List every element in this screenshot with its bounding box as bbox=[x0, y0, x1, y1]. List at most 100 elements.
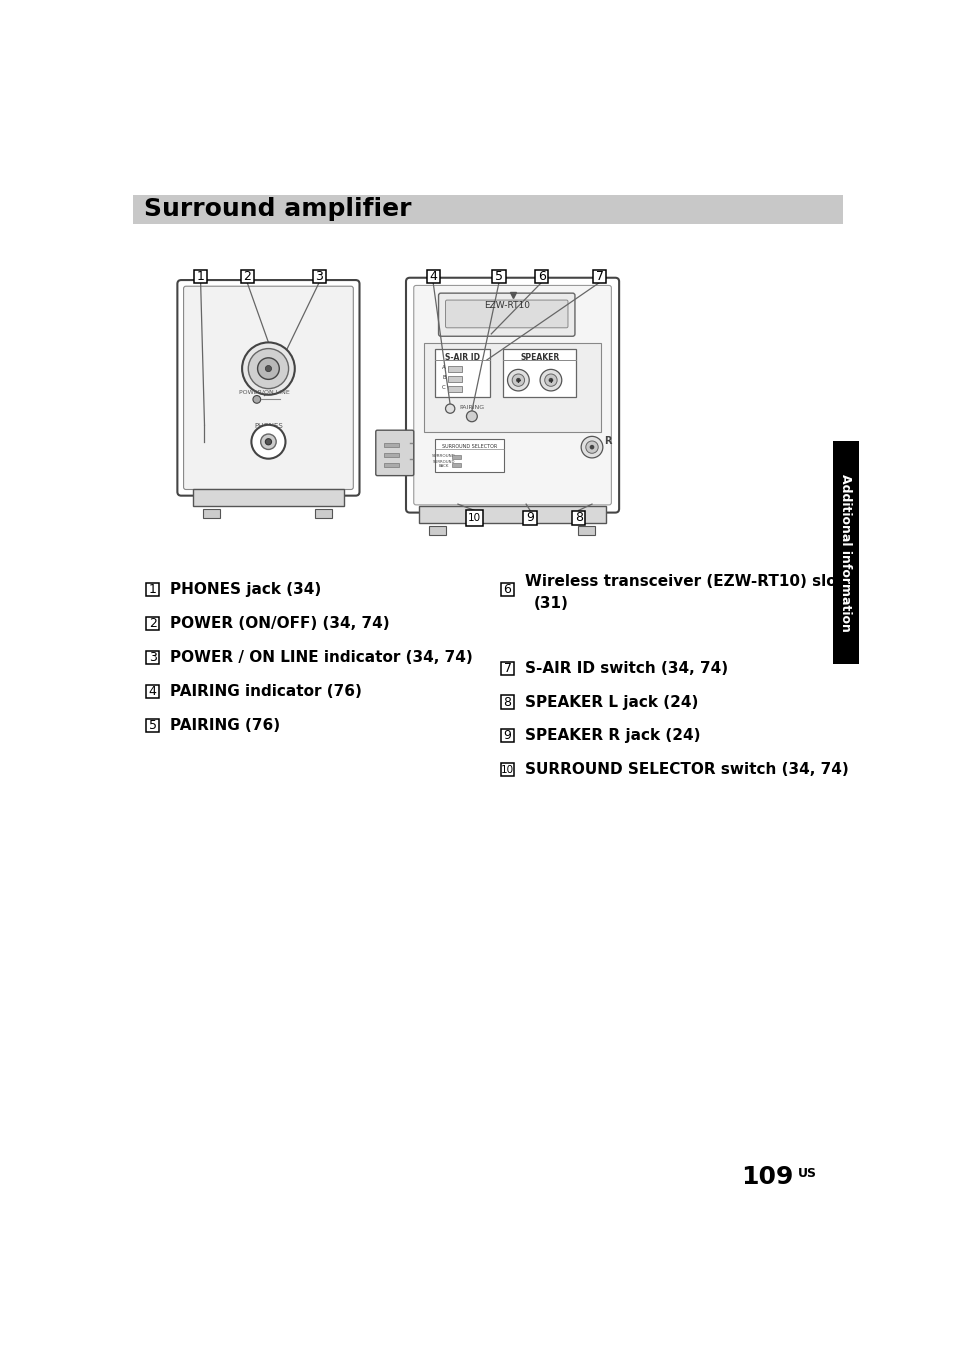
Circle shape bbox=[265, 365, 272, 372]
Text: POWER: POWER bbox=[255, 349, 281, 354]
Text: SPEAKER: SPEAKER bbox=[519, 353, 558, 361]
Text: PHONES: PHONES bbox=[253, 423, 282, 430]
Bar bbox=[313, 269, 325, 283]
Bar bbox=[203, 508, 220, 518]
Text: SURROUND: SURROUND bbox=[432, 454, 456, 458]
Text: 5: 5 bbox=[149, 719, 156, 731]
Bar bbox=[500, 661, 514, 675]
Text: PAIRING: PAIRING bbox=[458, 404, 484, 410]
Circle shape bbox=[242, 342, 294, 395]
Text: SPEAKER R jack (24): SPEAKER R jack (24) bbox=[524, 729, 700, 744]
Bar bbox=[146, 718, 159, 731]
Text: (31): (31) bbox=[534, 596, 568, 611]
Bar bbox=[418, 507, 605, 523]
Text: SURROUND SELECTOR: SURROUND SELECTOR bbox=[441, 443, 497, 449]
Circle shape bbox=[252, 425, 285, 458]
Text: PAIRING (76): PAIRING (76) bbox=[170, 718, 279, 733]
Text: R: R bbox=[603, 435, 611, 446]
Bar bbox=[426, 269, 439, 283]
Text: 7: 7 bbox=[595, 269, 603, 283]
Text: 3: 3 bbox=[314, 269, 323, 283]
Bar bbox=[572, 511, 585, 525]
Text: 109: 109 bbox=[740, 1165, 793, 1190]
Bar bbox=[502, 349, 576, 397]
Text: SURROUND
BACK: SURROUND BACK bbox=[433, 460, 455, 468]
Circle shape bbox=[512, 375, 524, 387]
Text: US: US bbox=[798, 1167, 817, 1180]
Text: POWER/ON LINE: POWER/ON LINE bbox=[239, 389, 290, 395]
FancyBboxPatch shape bbox=[414, 285, 611, 504]
Text: 9: 9 bbox=[503, 729, 511, 742]
FancyBboxPatch shape bbox=[375, 430, 414, 476]
Bar bbox=[447, 387, 461, 392]
Bar bbox=[146, 650, 159, 664]
Circle shape bbox=[265, 438, 272, 445]
Bar bbox=[593, 269, 606, 283]
Circle shape bbox=[548, 377, 553, 383]
Text: 4: 4 bbox=[149, 684, 156, 698]
Circle shape bbox=[539, 369, 561, 391]
Text: 10: 10 bbox=[500, 765, 514, 775]
Text: SPEAKER L jack (24): SPEAKER L jack (24) bbox=[524, 695, 698, 710]
Text: Surround amplifier: Surround amplifier bbox=[144, 197, 411, 222]
FancyBboxPatch shape bbox=[183, 287, 353, 489]
Bar bbox=[492, 269, 505, 283]
Circle shape bbox=[585, 441, 598, 453]
Bar bbox=[500, 729, 514, 742]
Bar bbox=[578, 526, 595, 535]
Text: Additional information: Additional information bbox=[838, 473, 851, 631]
Text: Wireless transceiver (EZW-RT10) slot: Wireless transceiver (EZW-RT10) slot bbox=[524, 575, 842, 589]
Text: POWER / ON LINE indicator (34, 74): POWER / ON LINE indicator (34, 74) bbox=[170, 650, 472, 665]
Text: 1: 1 bbox=[196, 269, 204, 283]
Bar bbox=[500, 764, 514, 776]
Circle shape bbox=[507, 369, 529, 391]
FancyBboxPatch shape bbox=[445, 300, 567, 327]
Bar bbox=[447, 376, 461, 383]
FancyBboxPatch shape bbox=[406, 277, 618, 512]
Circle shape bbox=[544, 375, 557, 387]
Text: S-AIR ID: S-AIR ID bbox=[445, 353, 479, 361]
Text: 2: 2 bbox=[243, 269, 251, 283]
Bar bbox=[146, 583, 159, 596]
Circle shape bbox=[445, 404, 455, 414]
Bar bbox=[383, 453, 398, 457]
Text: 6: 6 bbox=[537, 269, 545, 283]
Text: A: A bbox=[441, 365, 445, 370]
Text: 1: 1 bbox=[149, 583, 156, 596]
FancyBboxPatch shape bbox=[438, 293, 575, 337]
FancyBboxPatch shape bbox=[177, 280, 359, 496]
Bar bbox=[133, 195, 842, 224]
Circle shape bbox=[580, 437, 602, 458]
Bar bbox=[523, 511, 536, 525]
Text: SURROUND SELECTOR switch (34, 74): SURROUND SELECTOR switch (34, 74) bbox=[524, 763, 847, 777]
Text: PAIRING indicator (76): PAIRING indicator (76) bbox=[170, 684, 361, 699]
Bar bbox=[452, 462, 460, 468]
Bar bbox=[435, 349, 490, 397]
Bar bbox=[383, 462, 398, 468]
Bar bbox=[193, 489, 344, 507]
Text: POWER (ON/OFF) (34, 74): POWER (ON/OFF) (34, 74) bbox=[170, 617, 389, 631]
Text: EZW-RT10: EZW-RT10 bbox=[483, 301, 529, 310]
Circle shape bbox=[466, 411, 476, 422]
Bar bbox=[315, 508, 332, 518]
Bar bbox=[193, 269, 207, 283]
Bar bbox=[146, 684, 159, 698]
Text: 6: 6 bbox=[503, 583, 511, 596]
Circle shape bbox=[253, 396, 260, 403]
Text: 2: 2 bbox=[149, 617, 156, 630]
Bar bbox=[423, 343, 600, 431]
Text: B: B bbox=[441, 376, 445, 380]
Bar bbox=[452, 454, 460, 460]
Bar bbox=[465, 510, 482, 526]
Text: PHONES jack (34): PHONES jack (34) bbox=[170, 583, 320, 598]
Bar bbox=[435, 439, 504, 472]
Text: 10: 10 bbox=[467, 512, 480, 523]
Bar bbox=[500, 695, 514, 708]
Bar bbox=[500, 583, 514, 596]
Text: 4: 4 bbox=[429, 269, 436, 283]
Text: 5: 5 bbox=[495, 269, 502, 283]
Text: 8: 8 bbox=[575, 511, 582, 525]
Circle shape bbox=[257, 358, 279, 380]
Text: 9: 9 bbox=[525, 511, 534, 525]
Circle shape bbox=[589, 445, 594, 449]
